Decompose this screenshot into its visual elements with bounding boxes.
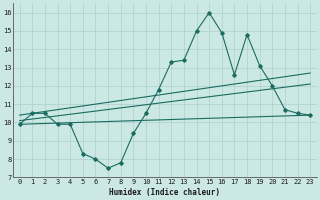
X-axis label: Humidex (Indice chaleur): Humidex (Indice chaleur)	[109, 188, 220, 197]
